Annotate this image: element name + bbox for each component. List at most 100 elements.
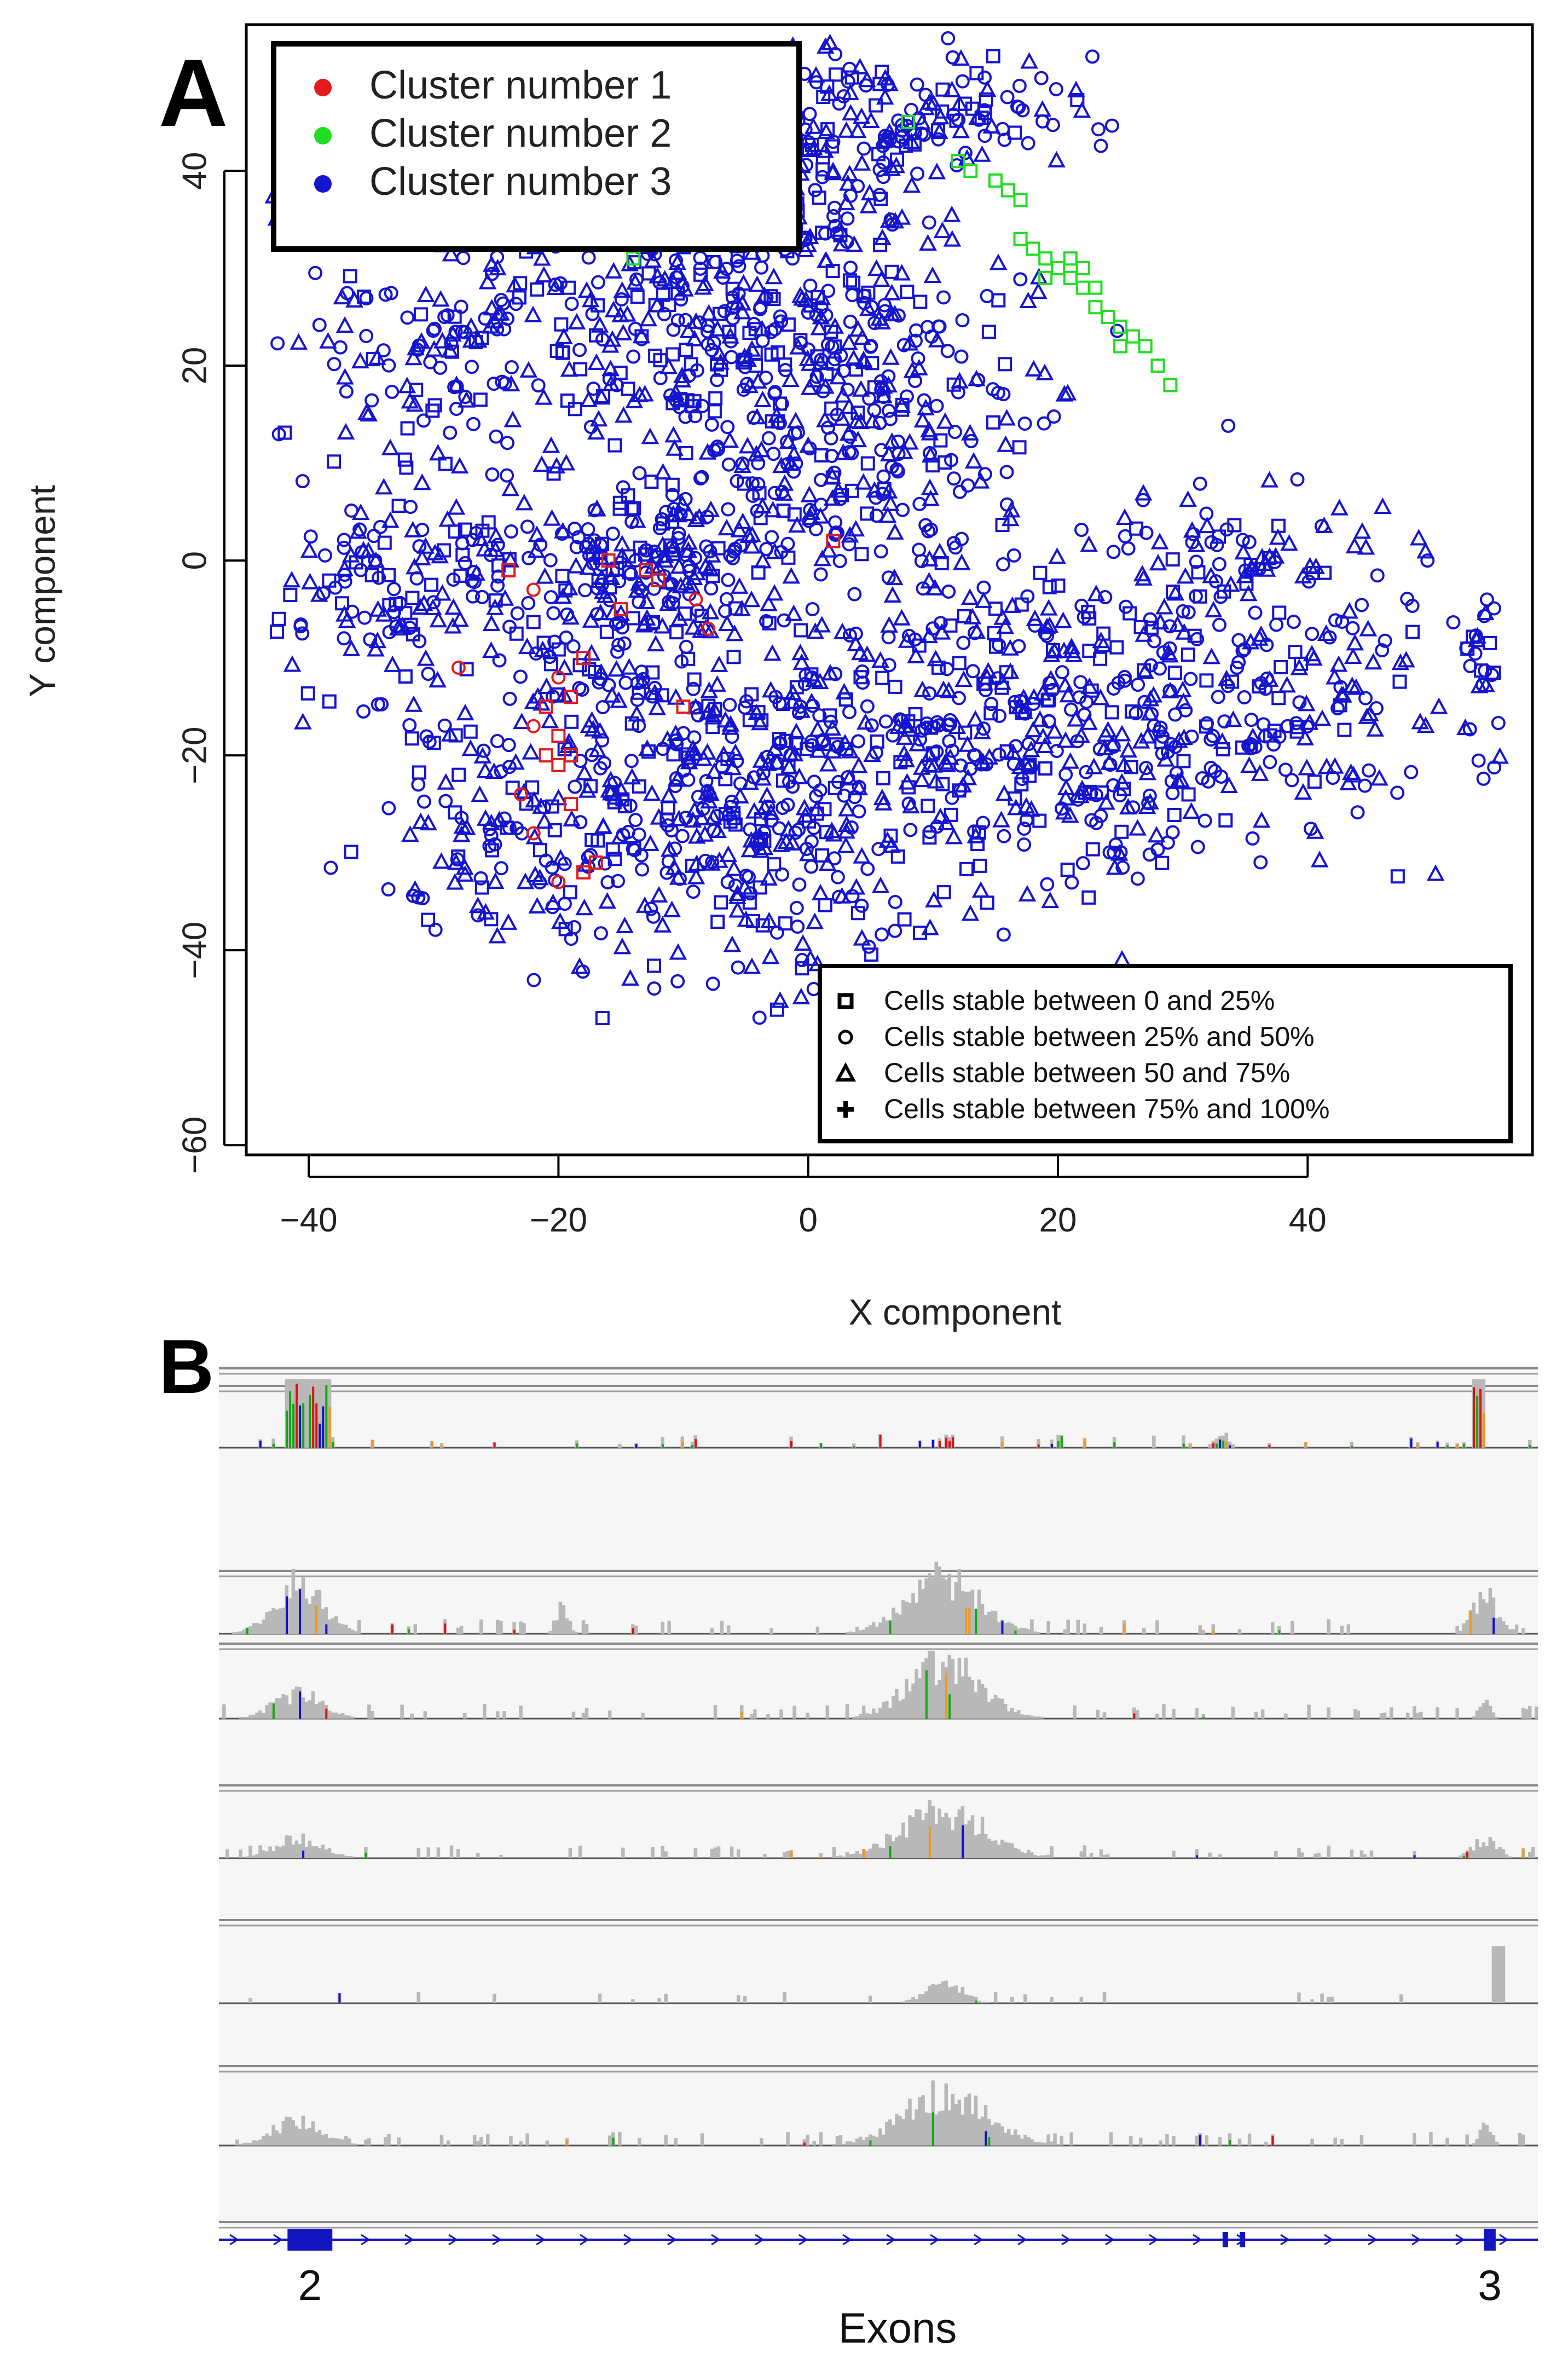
scatter-point-cluster-3 (817, 251, 835, 268)
scatter-point-cluster-3 (659, 594, 677, 611)
scatter-point-cluster-3 (641, 266, 656, 281)
variant-bar (1001, 1621, 1004, 1634)
scatter-point-cluster-3 (665, 477, 680, 492)
scatter-point-cluster-3 (1085, 842, 1100, 857)
scatter-point-cluster-3 (1390, 869, 1405, 884)
scatter-point-cluster-3 (359, 328, 374, 343)
scatter-point-cluster-3 (995, 784, 1014, 801)
variant-bar (695, 1439, 697, 1448)
scatter-point-cluster-3 (687, 672, 702, 687)
coverage-bar (1135, 1710, 1139, 1719)
scatter-point-cluster-3 (1306, 822, 1324, 839)
strand-arrow-icon (974, 2234, 983, 2246)
scatter-point-cluster-3 (591, 316, 609, 333)
coverage-bar (911, 1817, 915, 1858)
scatter-point-cluster-3 (1176, 567, 1195, 584)
scatter-point-cluster-3 (1081, 890, 1096, 905)
scatter-point-cluster-3 (809, 369, 824, 384)
scatter-point-cluster-3 (1328, 613, 1343, 628)
coverage-bar (334, 1616, 338, 1634)
scatter-point-cluster-3 (927, 650, 945, 667)
scatter-point-cluster-3 (897, 750, 916, 768)
scatter-point-cluster-3 (842, 273, 857, 288)
coverage-bar (456, 1849, 460, 1858)
scatter-point-cluster-3 (1131, 678, 1145, 692)
shape-legend: Cells stable between 0 and 25%Cells stab… (818, 964, 1513, 1143)
scatter-point-cluster-3 (1036, 736, 1054, 754)
scatter-point-cluster-3 (976, 816, 991, 830)
scatter-point-cluster-3 (1248, 605, 1263, 620)
coverage-bar (581, 1620, 586, 1634)
scatter-point-cluster-3 (1049, 82, 1063, 96)
coverage-bar (852, 2142, 856, 2146)
coverage-bar (252, 1714, 256, 1719)
scatter-point-cluster-3 (592, 568, 611, 585)
scatter-point-cluster-3 (1286, 615, 1301, 629)
scatter-point-cluster-3 (486, 598, 504, 615)
scatter-point-cluster-3 (319, 332, 337, 349)
scatter-point-cluster-3 (792, 877, 807, 892)
scatter-point-cluster-3 (635, 862, 650, 877)
scatter-point-cluster-3 (873, 544, 888, 559)
coverage-bar (967, 1995, 971, 2003)
scatter-point-cluster-3 (819, 541, 838, 558)
scatter-point-cluster-3 (1333, 680, 1348, 695)
scatter-point-cluster-3 (1073, 101, 1091, 118)
variant-bar (513, 1629, 516, 1634)
scatter-point-cluster-3 (663, 541, 681, 558)
coverage-bar (1089, 1853, 1093, 1858)
coverage-bar (1205, 2135, 1208, 2146)
scatter-point-cluster-3 (922, 489, 940, 506)
scatter-point-cluster-3 (489, 429, 504, 444)
scatter-point-cluster-1 (564, 690, 578, 704)
coverage-bar (838, 2135, 843, 2146)
scatter-point-cluster-3 (947, 471, 962, 486)
scatter-point-cluster-3 (1190, 840, 1205, 854)
coverage-bar (1534, 1706, 1538, 1719)
scatter-point-cluster-3 (349, 555, 363, 570)
coverage-bar (858, 1854, 863, 1858)
coverage-bar (700, 2133, 704, 2146)
coverage-bar (911, 1593, 915, 1634)
scatter-point-cluster-3 (476, 743, 491, 758)
coverage-bar (1020, 1628, 1024, 1634)
x-tick-label: −40 (280, 1201, 337, 1239)
scatter-point-cluster-3 (604, 262, 623, 279)
coverage-bar (951, 1986, 955, 2003)
scatter-point-cluster-3 (621, 825, 635, 840)
coverage-bar (304, 2129, 309, 2146)
variant-bar (407, 1629, 410, 1634)
scatter-point-cluster-3 (1362, 763, 1376, 778)
scatter-point-cluster-3 (743, 957, 761, 974)
scatter-point-cluster-3 (403, 521, 422, 537)
scatter-point-cluster-3 (739, 527, 757, 544)
coverage-bar (308, 1604, 312, 1634)
scatter-point-cluster-3 (779, 820, 798, 837)
strand-arrow-icon (930, 2234, 940, 2246)
coverage-bar (552, 1620, 556, 1634)
scatter-point-cluster-3 (1262, 551, 1276, 565)
scatter-point-cluster-3 (1055, 665, 1069, 680)
coverage-bar (954, 1582, 958, 1634)
scatter-point-cluster-3 (913, 294, 928, 309)
coverage-bar (1027, 2137, 1031, 2146)
scatter-point-cluster-3 (424, 577, 439, 592)
coverage-bar (832, 1847, 836, 1858)
scatter-point-cluster-3 (805, 137, 819, 152)
scatter-point-cluster-3 (869, 745, 883, 760)
scatter-point-cluster-3 (950, 158, 964, 173)
strand-arrow-icon (667, 2234, 677, 2246)
scatter-point-cluster-3 (901, 796, 916, 811)
scatter-point-cluster-3 (429, 610, 448, 628)
scatter-point-cluster-3 (1106, 778, 1120, 793)
coverage-bar (967, 1820, 971, 1858)
scatter-point-cluster-3 (437, 718, 452, 733)
coverage-bar (248, 2143, 252, 2146)
scatter-point-cluster-3 (987, 626, 1002, 640)
coverage-bar (1040, 1716, 1044, 1719)
coverage-bar (1455, 1708, 1459, 1719)
scatter-point-cluster-3 (936, 290, 951, 305)
scatter-point-cluster-3 (486, 872, 505, 889)
